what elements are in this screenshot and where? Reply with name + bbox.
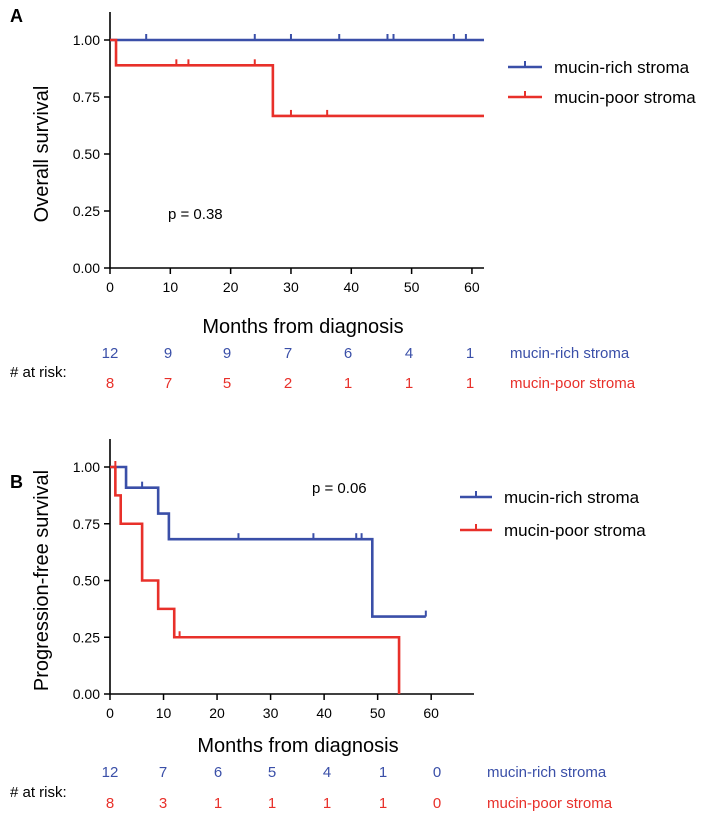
at-risk-value: 2	[284, 375, 292, 392]
km-curve-mucin-poor	[110, 465, 401, 694]
y-tick-label: 1.00	[73, 32, 100, 48]
at-risk-value: 0	[433, 764, 441, 781]
km-curve-mucin-rich	[110, 465, 426, 618]
at-risk-value: 1	[268, 795, 276, 812]
at-risk-row-name: mucin-poor stroma	[487, 795, 613, 812]
at-risk-value: 0	[433, 795, 441, 812]
at-risk-value: 4	[323, 764, 331, 781]
x-tick-label: 50	[404, 279, 420, 295]
at-risk-value: 8	[106, 375, 114, 392]
at-risk-value: 12	[102, 345, 119, 362]
at-risk-value: 1	[466, 345, 474, 362]
y-tick-label: 1.00	[73, 459, 100, 475]
at-risk-label: # at risk:	[10, 784, 67, 801]
x-axis-title: Months from diagnosis	[197, 735, 398, 757]
at-risk-value: 1	[379, 795, 387, 812]
panel-label: B	[10, 472, 23, 492]
y-tick-label: 0.75	[73, 516, 100, 532]
y-tick-label: 0.25	[73, 629, 100, 645]
at-risk-label: # at risk:	[10, 364, 67, 381]
at-risk-value: 8	[106, 795, 114, 812]
at-risk-row-name: mucin-rich stroma	[510, 345, 630, 362]
x-tick-label: 50	[370, 705, 386, 721]
at-risk-value: 7	[164, 375, 172, 392]
at-risk-value: 1	[323, 795, 331, 812]
at-risk-row-name: mucin-poor stroma	[510, 375, 636, 392]
panel-label: A	[10, 6, 23, 26]
x-tick-label: 30	[263, 705, 279, 721]
x-tick-label: 60	[464, 279, 480, 295]
x-tick-label: 10	[163, 279, 179, 295]
x-tick-label: 40	[344, 279, 360, 295]
at-risk-value: 1	[214, 795, 222, 812]
at-risk-value: 9	[164, 345, 172, 362]
x-axis-title: Months from diagnosis	[202, 316, 403, 338]
x-tick-label: 20	[223, 279, 239, 295]
at-risk-value: 3	[159, 795, 167, 812]
x-tick-label: 40	[316, 705, 332, 721]
y-axis-title: Progression-free survival	[31, 470, 53, 691]
y-tick-label: 0.00	[73, 260, 100, 276]
at-risk-value: 6	[344, 345, 352, 362]
at-risk-value: 1	[379, 764, 387, 781]
at-risk-value: 1	[344, 375, 352, 392]
x-tick-label: 10	[156, 705, 172, 721]
x-tick-label: 0	[106, 705, 114, 721]
p-value: p = 0.38	[168, 206, 223, 223]
y-tick-label: 0.75	[73, 89, 100, 105]
at-risk-value: 7	[159, 764, 167, 781]
at-risk-value: 1	[466, 375, 474, 392]
x-tick-label: 0	[106, 279, 114, 295]
at-risk-value: 4	[405, 345, 413, 362]
x-tick-label: 30	[283, 279, 299, 295]
y-tick-label: 0.25	[73, 203, 100, 219]
p-value: p = 0.06	[312, 480, 367, 497]
legend-label: mucin-poor stroma	[504, 521, 646, 540]
x-tick-label: 60	[423, 705, 439, 721]
at-risk-value: 12	[102, 764, 119, 781]
y-axis-title: Overall survival	[31, 86, 53, 223]
y-tick-label: 0.50	[73, 573, 100, 589]
at-risk-value: 5	[223, 375, 231, 392]
legend-label: mucin-rich stroma	[504, 488, 640, 507]
y-tick-label: 0.50	[73, 146, 100, 162]
legend-label: mucin-poor stroma	[554, 88, 696, 107]
x-tick-label: 20	[209, 705, 225, 721]
km-curve-mucin-poor	[110, 38, 484, 118]
y-tick-label: 0.00	[73, 686, 100, 702]
at-risk-row-name: mucin-rich stroma	[487, 764, 607, 781]
at-risk-value: 6	[214, 764, 222, 781]
at-risk-value: 1	[405, 375, 413, 392]
at-risk-value: 5	[268, 764, 276, 781]
legend-label: mucin-rich stroma	[554, 58, 690, 77]
at-risk-value: 7	[284, 345, 292, 362]
at-risk-value: 9	[223, 345, 231, 362]
